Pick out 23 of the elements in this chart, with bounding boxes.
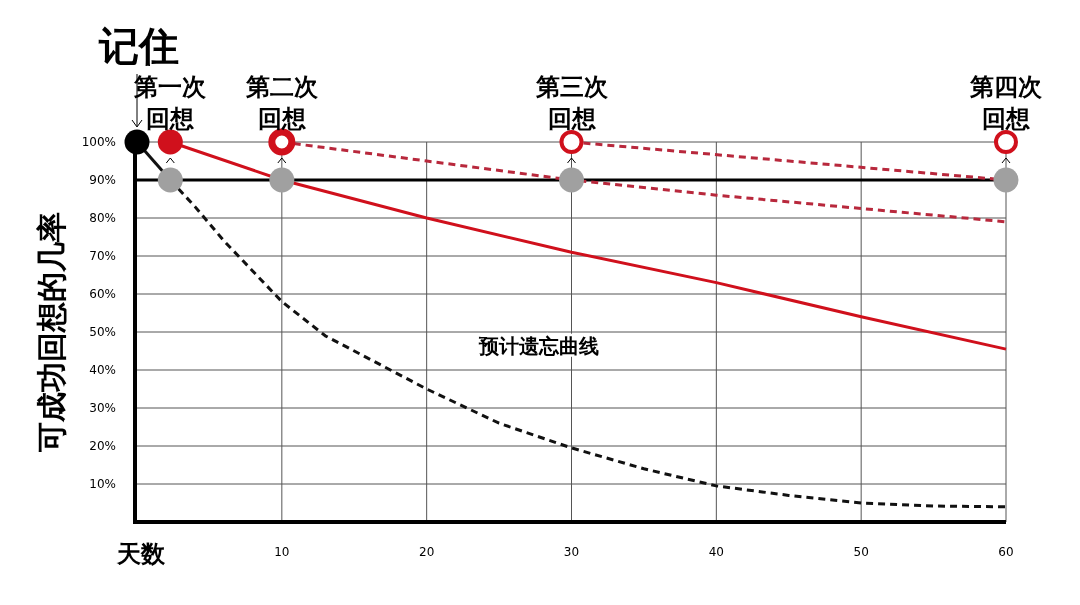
- annotation: 记住: [98, 23, 179, 69]
- y-tick-label: 70%: [89, 248, 116, 263]
- y-axis-title: 可成功回想的几率: [34, 212, 69, 453]
- x-tick-label: 30: [563, 545, 580, 559]
- y-tick-label: 40%: [89, 362, 116, 377]
- y-tick-label: 90%: [89, 172, 116, 187]
- x-tick-label: 60: [998, 545, 1014, 559]
- annotation: 第一次回想: [133, 73, 208, 133]
- x-axis-title: 天数: [116, 540, 166, 568]
- y-tick-label: 100%: [81, 134, 116, 149]
- annotation: 第二次回想: [244, 73, 319, 133]
- x-tick-label: 20: [419, 545, 435, 559]
- y-tick-label: 20%: [89, 438, 116, 453]
- annotation: 第三次回想: [534, 73, 609, 133]
- x-tick-label: 40: [708, 545, 724, 559]
- y-tick-label: 60%: [89, 286, 116, 301]
- y-tick-label: 50%: [89, 324, 116, 339]
- y-tick-label: 80%: [89, 210, 116, 225]
- annotation: 第四次回想: [969, 73, 1043, 133]
- x-tick-label: 10: [274, 545, 290, 559]
- x-tick-label: 50: [853, 545, 869, 559]
- y-tick-label: 10%: [89, 476, 116, 491]
- y-tick-label: 30%: [89, 400, 116, 415]
